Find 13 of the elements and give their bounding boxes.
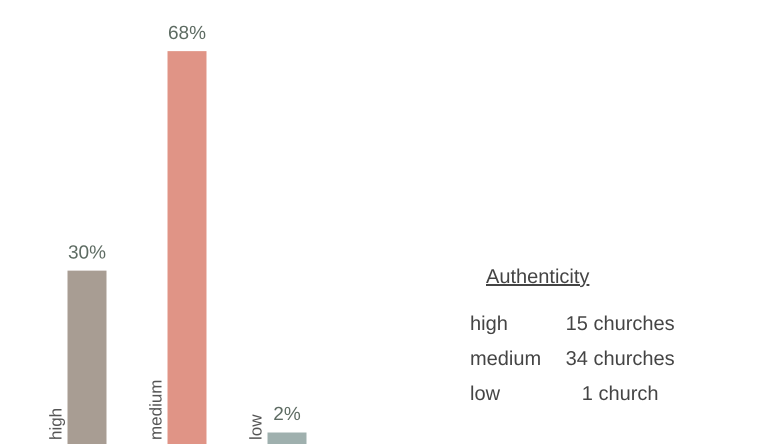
text: 1 church bbox=[580, 382, 660, 407]
x-tick-label: high bbox=[46, 408, 66, 440]
text: 34 churches bbox=[564, 347, 676, 372]
data-label: 2% bbox=[273, 404, 301, 426]
category-label: low bbox=[470, 383, 500, 405]
x-tick-label: low bbox=[246, 414, 266, 440]
text: 15 churches bbox=[564, 312, 676, 337]
data-label: 68% bbox=[168, 22, 206, 44]
x-tick-label: medium bbox=[146, 380, 166, 440]
category-label: medium bbox=[470, 348, 542, 370]
category-label: high bbox=[470, 313, 508, 335]
data-label: 30% bbox=[68, 242, 106, 264]
legend-title: Authenticity bbox=[486, 266, 590, 289]
